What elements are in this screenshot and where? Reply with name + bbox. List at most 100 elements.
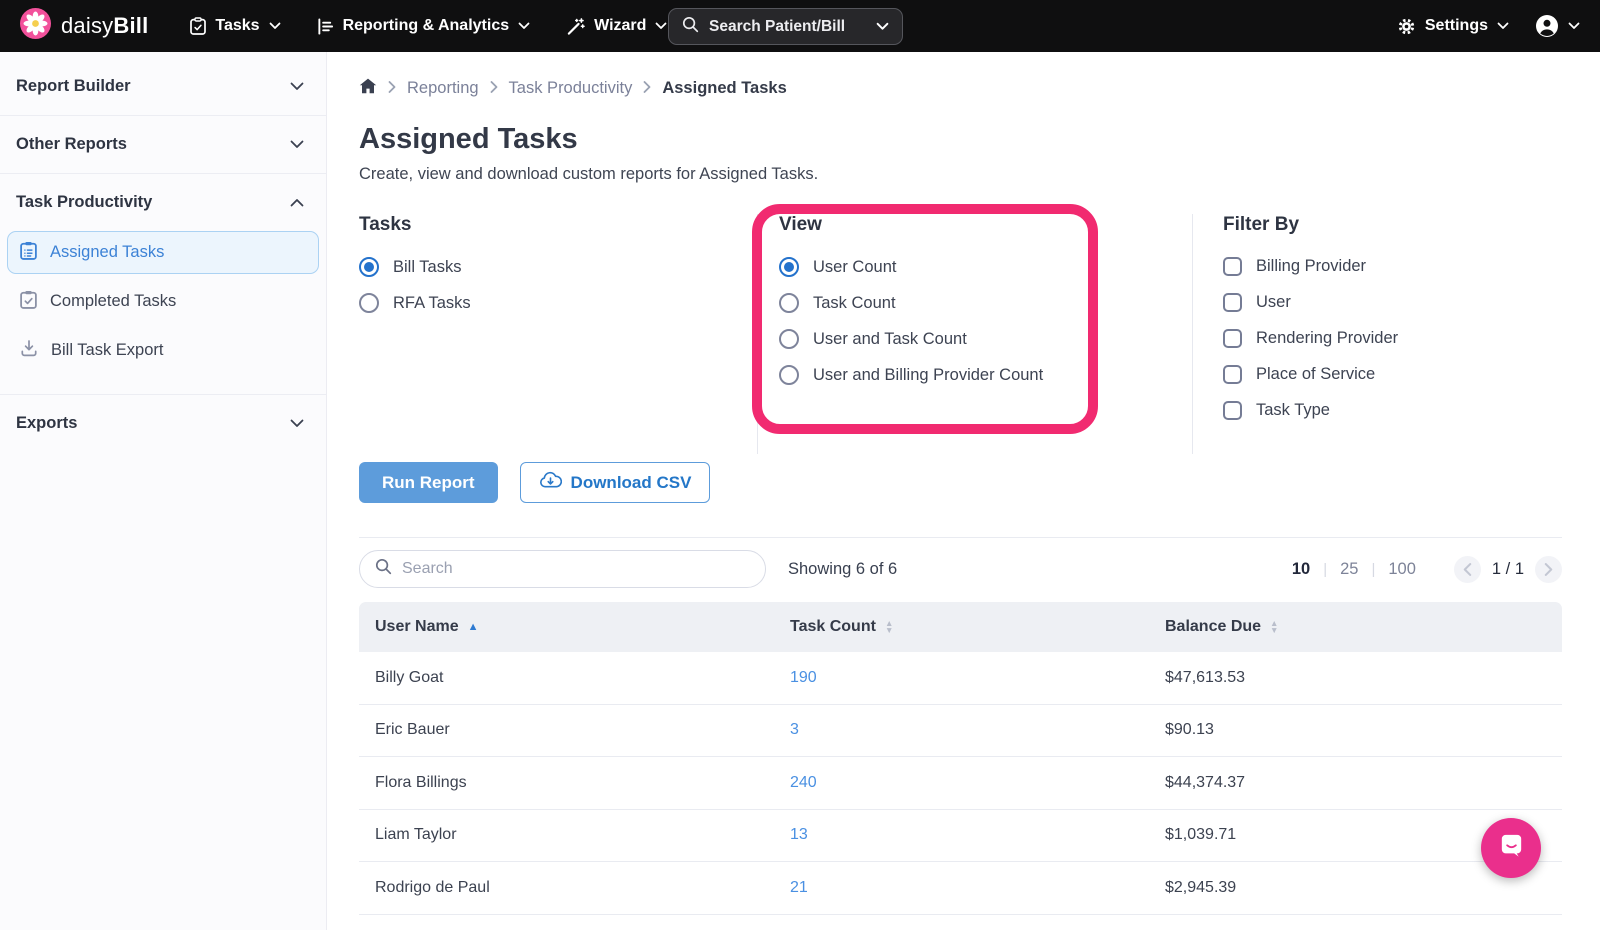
balance-due-cell: $1,039.71: [1165, 826, 1237, 844]
sort-icon: ▲ ▼: [884, 618, 894, 635]
column-header-task-count[interactable]: Task Count ▲ ▼: [790, 618, 894, 635]
table-row: Eric Bauer 3 $90.13: [359, 704, 1562, 757]
nav-tasks-menu[interactable]: Tasks: [190, 17, 280, 35]
main-content: Reporting Task Productivity Assigned Tas…: [327, 52, 1600, 930]
chevron-down-icon: [290, 135, 304, 154]
balance-due-cell: $2,945.39: [1165, 878, 1237, 896]
download-csv-button[interactable]: Download CSV: [519, 462, 711, 503]
daisybill-logo[interactable]: daisyBill: [20, 8, 148, 44]
nav-reporting-menu[interactable]: Reporting & Analytics: [317, 17, 531, 35]
breadcrumb: Reporting Task Productivity Assigned Tas…: [359, 52, 1562, 99]
checkbox-icon: [1223, 329, 1242, 348]
column-header-balance-due[interactable]: Balance Due ▲ ▼: [1165, 618, 1279, 635]
magic-wand-icon: [566, 17, 585, 36]
balance-due-cell: $47,613.53: [1165, 668, 1246, 686]
page-size-100[interactable]: 100: [1388, 559, 1416, 578]
radio-icon: [779, 293, 799, 313]
filter-by-column: Filter By Billing Provider User Renderin…: [1193, 214, 1562, 454]
sidebar-item-completed-tasks[interactable]: Completed Tasks: [7, 280, 319, 323]
results-table: User Name ▲ Task Count ▲ ▼ Balance Due ▲ ▼…: [359, 602, 1562, 915]
chevron-down-icon: [1568, 22, 1580, 30]
radio-user-and-billing-provider-count[interactable]: User and Billing Provider Count: [779, 365, 1192, 385]
prev-page-button[interactable]: [1453, 555, 1481, 583]
user-avatar-icon: [1535, 14, 1559, 38]
user-name-cell: Flora Billings: [375, 773, 467, 791]
nav-wizard-menu[interactable]: Wizard: [566, 17, 667, 36]
page-indicator: 1 / 1: [1491, 559, 1524, 578]
checkbox-icon: [1223, 257, 1242, 276]
sidebar: Report Builder Other Reports Task Produc…: [0, 52, 327, 930]
checkbox-billing-provider[interactable]: Billing Provider: [1223, 257, 1562, 276]
home-icon[interactable]: [359, 78, 377, 99]
radio-selected-icon: [359, 257, 379, 277]
checkbox-task-type[interactable]: Task Type: [1223, 401, 1562, 420]
sidebar-item-assigned-tasks[interactable]: Assigned Tasks: [7, 231, 319, 274]
patient-bill-search[interactable]: Search Patient/Bill: [668, 8, 903, 45]
page-size-10[interactable]: 10: [1291, 559, 1311, 578]
chevron-down-icon: [290, 77, 304, 96]
checkbox-user[interactable]: User: [1223, 293, 1562, 312]
clipboard-icon: [190, 17, 207, 35]
table-row: Liam Taylor 13 $1,039.71: [359, 809, 1562, 862]
page-title: Assigned Tasks: [359, 123, 578, 155]
chevron-down-icon: [1497, 22, 1509, 30]
sidebar-section-task-productivity[interactable]: Task Productivity: [0, 174, 326, 231]
view-heading: View: [779, 214, 822, 235]
page-size-25[interactable]: 25: [1340, 559, 1359, 578]
task-count-link[interactable]: 240: [790, 773, 817, 791]
sidebar-item-label: Bill Task Export: [51, 341, 164, 359]
checkbox-place-of-service[interactable]: Place of Service: [1223, 365, 1562, 384]
radio-user-count[interactable]: User Count: [779, 257, 1192, 277]
sidebar-item-label: Assigned Tasks: [50, 243, 165, 261]
sidebar-section-other-reports[interactable]: Other Reports: [0, 116, 326, 173]
nav-account-menu[interactable]: [1535, 14, 1580, 38]
chevron-down-icon: [655, 22, 667, 30]
brand-text: daisyBill: [61, 13, 149, 38]
breadcrumb-separator: [490, 79, 498, 98]
gear-icon: [1397, 17, 1416, 36]
divider: [0, 115, 326, 116]
table-header-row: User Name ▲ Task Count ▲ ▼ Balance Due ▲ ▼: [359, 602, 1562, 652]
task-count-link[interactable]: 21: [790, 878, 808, 896]
sort-asc-icon: ▲: [467, 621, 479, 633]
nav-settings-menu[interactable]: Settings: [1397, 17, 1509, 36]
divider: [0, 394, 326, 395]
user-name-cell: Eric Bauer: [375, 721, 450, 739]
page-subtitle: Create, view and download custom reports…: [359, 165, 819, 183]
breadcrumb-reporting[interactable]: Reporting: [407, 79, 479, 97]
report-chart-icon: [317, 17, 334, 35]
divider: [359, 537, 1562, 538]
chevron-down-icon: [876, 18, 889, 36]
breadcrumb-separator: [388, 79, 396, 98]
sidebar-section-report-builder[interactable]: Report Builder: [0, 58, 326, 115]
table-search-field[interactable]: [359, 550, 766, 588]
sidebar-section-exports[interactable]: Exports: [0, 395, 326, 452]
task-count-link[interactable]: 3: [790, 721, 799, 739]
column-header-user-name[interactable]: User Name ▲: [375, 618, 479, 635]
task-count-link[interactable]: 190: [790, 668, 817, 686]
radio-task-count[interactable]: Task Count: [779, 293, 1192, 313]
checkbox-rendering-provider[interactable]: Rendering Provider: [1223, 329, 1562, 348]
breadcrumb-current: Assigned Tasks: [662, 79, 787, 97]
run-report-button[interactable]: Run Report: [359, 462, 498, 503]
radio-bill-tasks[interactable]: Bill Tasks: [359, 257, 757, 277]
radio-rfa-tasks[interactable]: RFA Tasks: [359, 293, 757, 313]
download-icon: [20, 339, 38, 362]
top-navbar: daisyBill Tasks Reporting & Analytics Wi…: [0, 0, 1600, 52]
sidebar-item-bill-task-export[interactable]: Bill Task Export: [7, 329, 319, 372]
user-name-cell: Liam Taylor: [375, 826, 457, 844]
table-row: Billy Goat 190 $47,613.53: [359, 652, 1562, 705]
chevron-down-icon: [290, 414, 304, 433]
showing-count: Showing 6 of 6: [788, 559, 898, 578]
checkbox-icon: [1223, 401, 1242, 420]
chat-launcher-button[interactable]: [1481, 818, 1541, 878]
table-search-input[interactable]: [402, 560, 750, 578]
breadcrumb-separator: [643, 79, 651, 98]
next-page-button[interactable]: [1535, 555, 1562, 583]
breadcrumb-task-productivity[interactable]: Task Productivity: [508, 79, 633, 97]
divider: |: [1371, 560, 1376, 578]
task-count-link[interactable]: 13: [790, 826, 808, 844]
radio-selected-icon: [779, 257, 799, 277]
chevron-down-icon: [518, 22, 530, 30]
radio-user-and-task-count[interactable]: User and Task Count: [779, 329, 1192, 349]
